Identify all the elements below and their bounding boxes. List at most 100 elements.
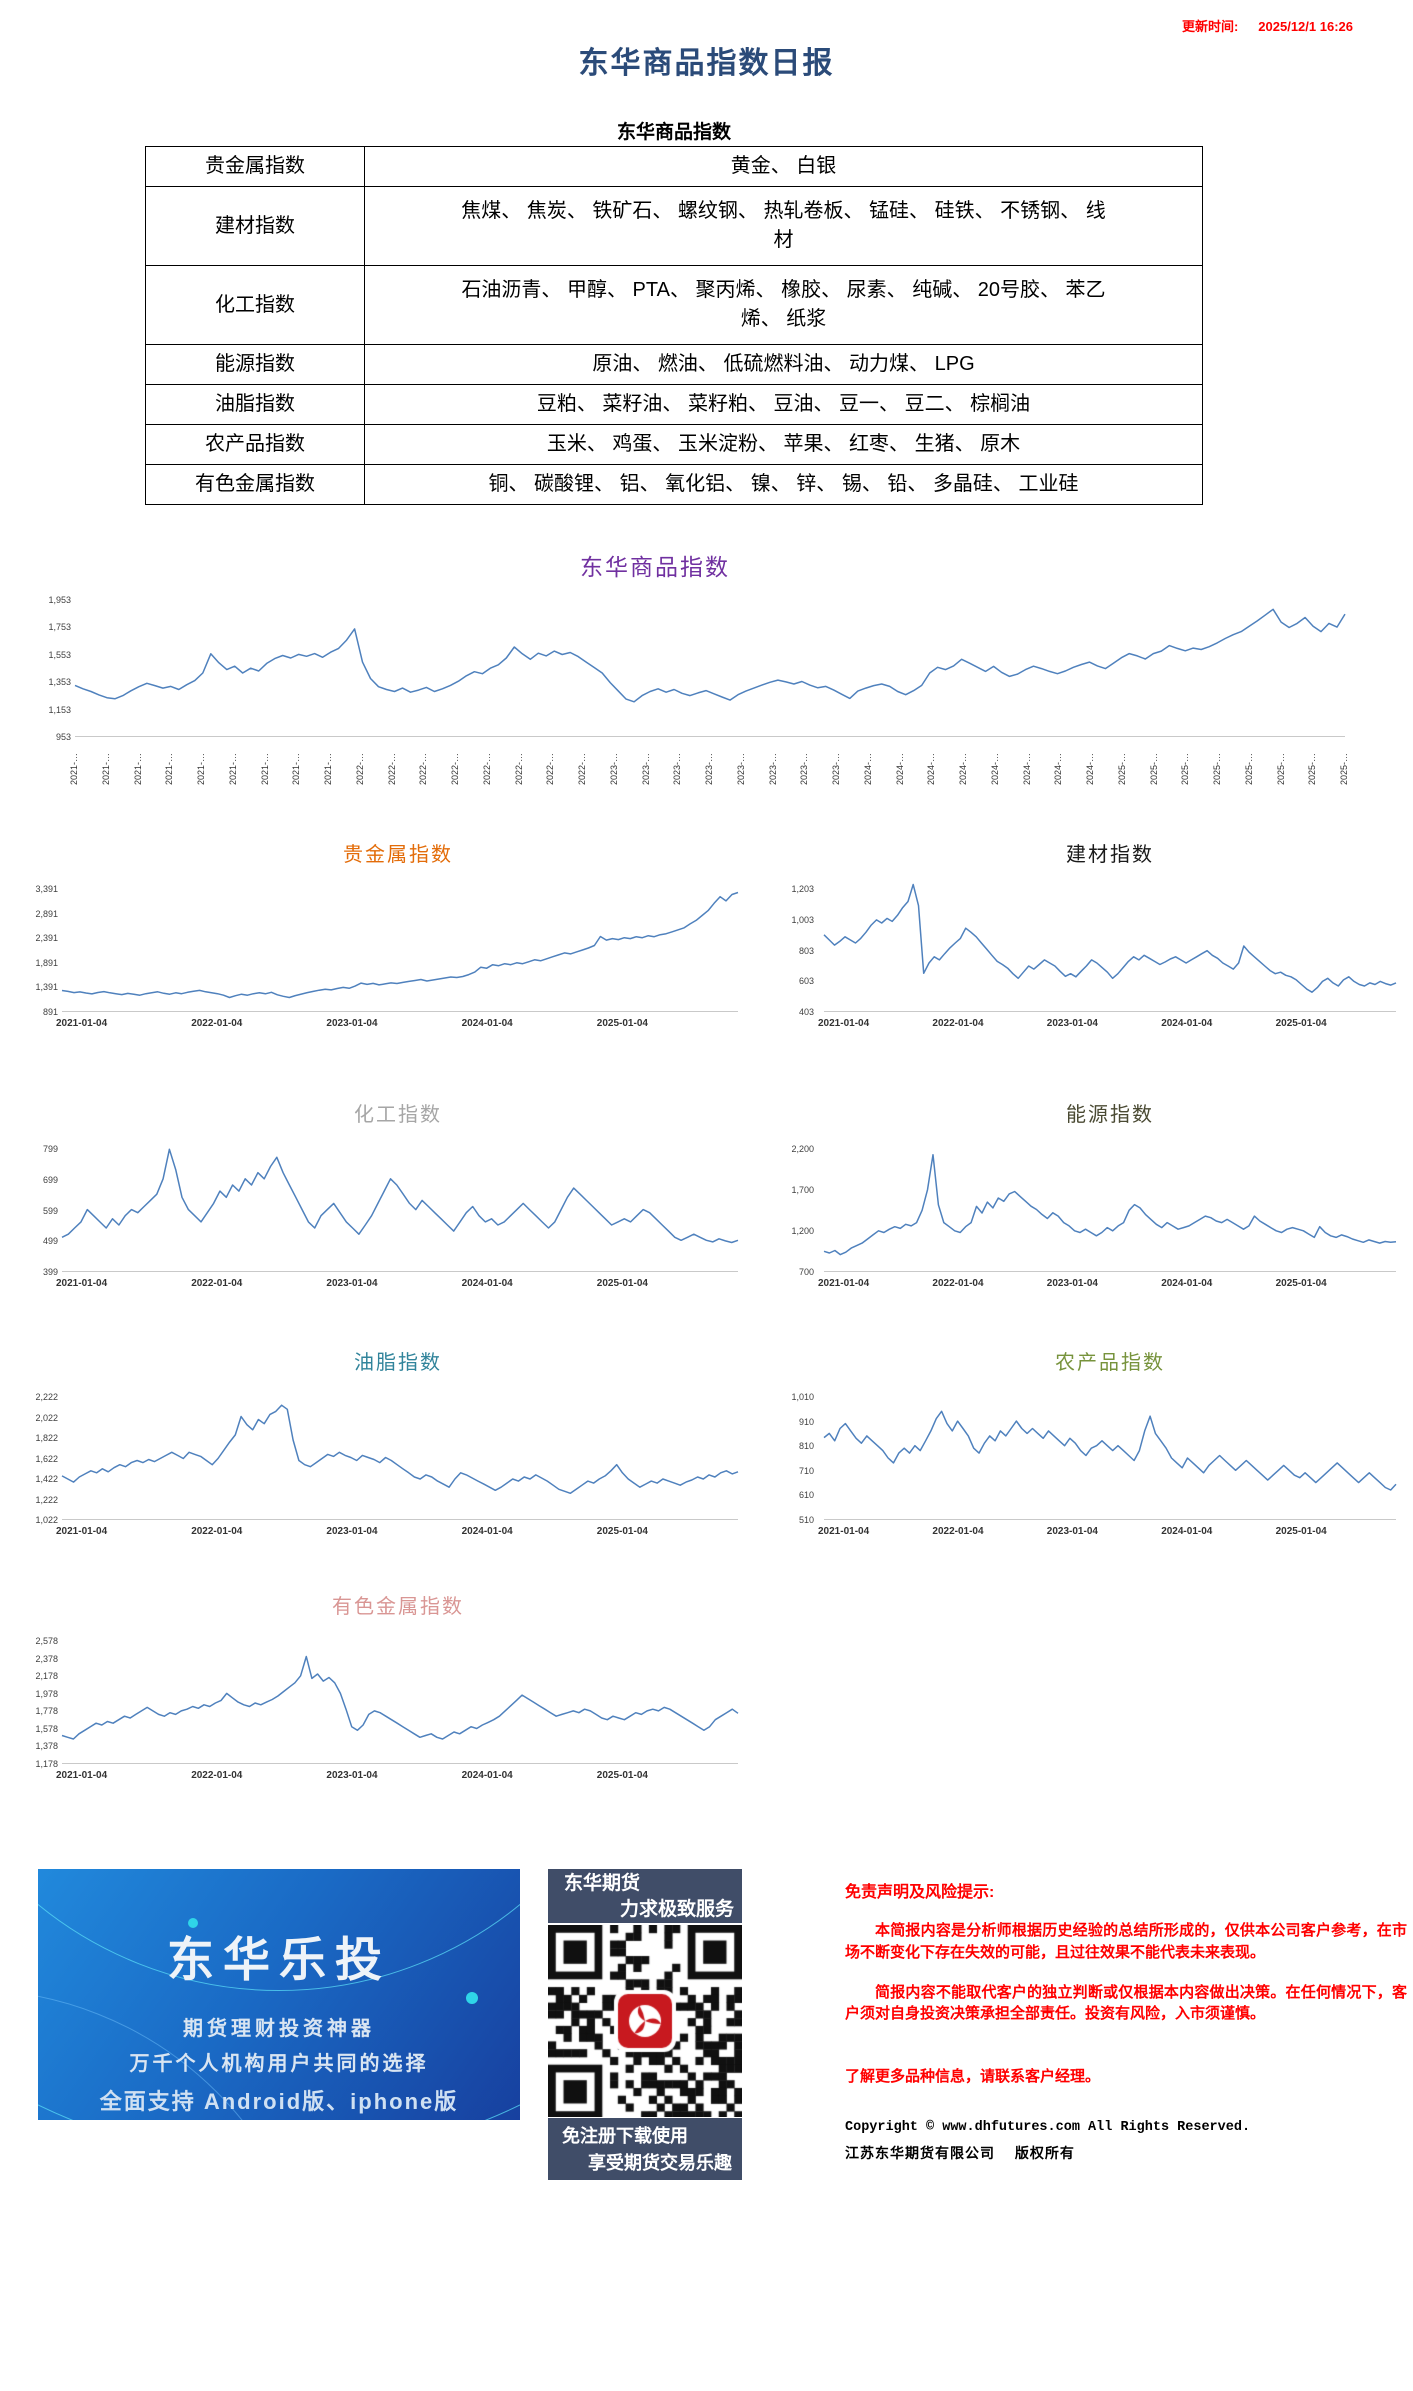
y-tick-label: 1,200 [791,1226,814,1236]
decorative-dot [188,1918,198,1928]
x-tick-label: 2022-01-04 [191,1018,243,1029]
table-row: 能源指数 原油、 燃油、 低硫燃料油、 动力煤、 LPG [145,344,1203,385]
x-tick-label: 2023-01-04 [1046,1278,1098,1289]
disclaimer-paragraph-2: 简报内容不能取代客户的独立判断或仅根据本内容做出决策。在任何情况下，客户须对自身… [845,1983,1407,2023]
y-tick-label: 403 [798,1007,814,1017]
y-tick-label: 710 [798,1465,814,1476]
qr-footer-line2: 享受期货交易乐趣 [588,2153,732,2173]
y-axis-ticks: 700 1,200 1,700 2,200 [752,1144,814,1277]
x-tick-label: 2022-… [481,752,492,785]
x-tick-label: 2024-… [1021,752,1032,785]
x-tick-label: 2021-01-04 [818,1526,870,1537]
x-tick-label: 2021-… [323,752,333,785]
x-tick-label: 2023-… [608,752,619,785]
y-tick-label: 1,010 [791,1392,814,1402]
y-tick-label: 2,378 [35,1653,58,1664]
y-tick-label: 1,003 [791,914,814,925]
decorative-dot [466,1992,478,2004]
table-row: 贵金属指数 黄金、 白银 [145,146,1203,187]
x-tick-label: 2025-… [1180,752,1191,785]
y-tick-label: 1,378 [35,1741,58,1752]
y-tick-label: 1,391 [35,982,58,993]
y-tick-label: 2,178 [35,1671,58,1682]
x-tick-label: 2024-01-04 [1161,1526,1213,1537]
line-plot: 891 1,391 1,891 2,391 2,891 3,391 2021-01-04 2… [35,884,739,1029]
page-title: 东华商品指数日报 [578,47,835,80]
line-plot: 1,178 1,378 1,578 1,778 1,978 2,178 2,378 2,578… [35,1636,739,1781]
x-tick-label: 2022-01-04 [932,1526,984,1537]
row-value: 豆粕、 菜籽油、 菜籽粕、 豆油、 豆一、 豆二、 棕榈油 [364,384,1203,425]
x-tick-label: 2021-01-04 [56,1526,108,1537]
x-tick-label: 2024-… [1053,752,1064,785]
x-axis-labels: 2021-… 2021-… 2021-… 2021-… 2021-… 2021-… 2021… [69,737,1349,787]
table-row: 农产品指数 玉米、 鸡蛋、 玉米淀粉、 苹果、 红枣、 生猪、 原木 [145,424,1203,465]
chart-title: 能源指数 [1066,1102,1154,1126]
y-tick-label: 2,391 [35,933,58,944]
chart-nonferrous-metals: 有色金属指数 1,178 1,378 1,578 1,778 1,978 2,178 2,3… [20,1590,740,1805]
y-tick-label: 1,700 [791,1185,814,1195]
table-title: 东华商品指数 [616,122,731,143]
y-tick-label: 1,353 [48,677,71,688]
x-tick-label: 2023-01-04 [326,1526,378,1537]
app-name: 东华乐投 [167,1933,391,1986]
y-tick-label: 1,578 [35,1723,58,1734]
x-tick-label: 2021-… [69,752,79,785]
line-plot: 399 499 599 699 799 2021-01-04 2022-01-04 2023… [43,1144,739,1289]
x-tick-label: 2023-01-04 [1046,1526,1098,1537]
x-tick-label: 2022-01-04 [191,1278,243,1289]
x-tick-label: 2025-… [1339,752,1349,785]
x-tick-label: 2021-01-04 [818,1018,870,1029]
chart-energy: 能源指数 700 1,200 1,700 2,200 2021-01-04 2022-0… [712,1098,1412,1313]
x-tick-label: 2022-… [386,752,397,785]
x-tick-label: 2021-01-04 [56,1018,108,1029]
y-tick-label: 700 [798,1267,814,1277]
x-tick-label: 2023-… [672,752,683,785]
y-tick-label: 1,153 [48,704,71,715]
x-axis-labels: 2021-01-04 2022-01-04 2023-01-04 2024-01-04… [818,1520,1396,1570]
app-platform-support: 全面支持 Android版、iphone版 [99,2089,459,2114]
x-tick-label: 2022-… [418,752,429,785]
x-tick-label: 2021-… [227,752,238,785]
x-tick-label: 2025-… [1275,752,1286,785]
y-tick-label: 603 [798,976,814,987]
x-axis-labels: 2021-01-04 2022-01-04 2023-01-04 2024-01-04… [56,1764,738,1814]
x-tick-label: 2023-01-04 [1046,1018,1098,1029]
x-tick-label: 2025-… [1243,752,1254,785]
y-tick-label: 910 [798,1416,814,1427]
x-tick-label: 2022-… [354,752,365,785]
line-plot: 1,022 1,222 1,422 1,622 1,822 2,022 2,222 2021… [35,1392,739,1537]
contact-note: 了解更多品种信息，请联系客户经理。 [845,2068,1101,2085]
x-tick-label: 2024-01-04 [1161,1018,1213,1029]
row-value: 玉米、 鸡蛋、 玉米淀粉、 苹果、 红枣、 生猪、 原木 [364,424,1203,465]
y-tick-label: 499 [42,1236,58,1247]
x-tick-label: 2025-… [1116,752,1127,785]
chart-title: 贵金属指数 [343,842,453,866]
row-label: 油脂指数 [145,384,365,425]
row-value: 焦煤、 焦炭、 铁矿石、 螺纹钢、 热轧卷板、 锰硅、 硅铁、 不锈钢、 线 材 [364,186,1203,266]
x-tick-label: 2024-01-04 [461,1018,513,1029]
x-tick-label: 2021-01-04 [56,1770,108,1781]
row-label: 化工指数 [145,265,365,345]
app-slogan-2: 万千个人机构用户共同的选择 [129,2053,429,2075]
x-tick-label: 2025-… [1148,752,1159,785]
y-tick-label: 1,753 [48,622,71,633]
x-tick-label: 2021-… [132,752,143,785]
y-tick-label: 399 [42,1267,58,1277]
x-tick-label: 2021-… [100,752,111,785]
chart-title: 东华商品指数 [580,555,730,581]
company-line: 江苏东华期货有限公司 版权所有 [845,2145,1075,2161]
x-tick-label: 2022-01-04 [932,1278,984,1289]
row-label: 有色金属指数 [145,464,365,505]
x-tick-label: 2025-… [1212,752,1222,785]
row-label: 贵金属指数 [145,146,365,187]
x-tick-label: 2023-01-04 [326,1278,378,1289]
chart-title: 油脂指数 [354,1350,442,1374]
y-tick-label: 1,978 [35,1688,58,1699]
x-tick-label: 2024-… [1085,752,1095,785]
y-tick-label: 610 [798,1490,814,1501]
x-axis-labels: 2021-01-04 2022-01-04 2023-01-04 2024-01-04… [56,1520,738,1570]
x-tick-label: 2024-… [894,752,905,785]
qr-footer-bar: 免注册下载使用 享受期货交易乐趣 [548,2118,742,2180]
